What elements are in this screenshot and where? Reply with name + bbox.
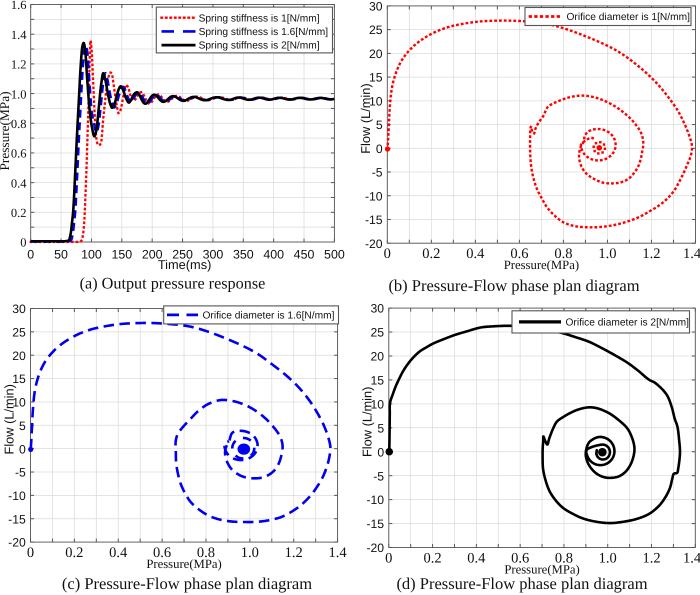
svg-text:1.0: 1.0: [11, 87, 27, 101]
svg-text:-15: -15: [366, 517, 384, 531]
svg-text:0.8: 0.8: [554, 246, 572, 262]
svg-text:1.2: 1.2: [285, 545, 303, 561]
svg-text:-15: -15: [8, 512, 26, 526]
svg-text:Pressure(MPa): Pressure(MPa): [0, 91, 12, 170]
svg-text:5: 5: [377, 421, 384, 435]
svg-text:25: 25: [371, 326, 385, 340]
svg-text:20: 20: [12, 349, 26, 363]
svg-text:-15: -15: [365, 213, 383, 227]
svg-text:30: 30: [369, 0, 383, 14]
svg-text:0: 0: [20, 236, 26, 250]
svg-text:Orifice diameter is 1.6[N/mm]: Orifice diameter is 1.6[N/mm]: [203, 311, 335, 322]
svg-text:1.4: 1.4: [683, 246, 700, 262]
svg-text:0.4: 0.4: [466, 246, 485, 262]
svg-text:0.4: 0.4: [109, 545, 128, 561]
svg-text:1.0: 1.0: [241, 545, 259, 561]
svg-text:10: 10: [369, 94, 383, 108]
svg-text:-20: -20: [8, 536, 26, 550]
svg-text:100: 100: [81, 248, 102, 262]
svg-text:1.6: 1.6: [11, 0, 27, 12]
svg-text:(a) Output pressure response: (a) Output pressure response: [80, 274, 266, 292]
svg-text:Time(ms): Time(ms): [158, 257, 212, 272]
svg-text:(b) Pressure-Flow phase plan d: (b) Pressure-Flow phase plan diagram: [388, 276, 639, 295]
svg-text:0.6: 0.6: [511, 551, 529, 567]
svg-text:0: 0: [384, 246, 391, 262]
svg-text:450: 450: [294, 248, 315, 262]
svg-text:-10: -10: [365, 189, 383, 203]
svg-text:15: 15: [371, 374, 385, 388]
svg-text:0.4: 0.4: [467, 551, 486, 567]
svg-text:0: 0: [377, 445, 384, 459]
svg-text:30: 30: [12, 302, 26, 316]
svg-text:0.8: 0.8: [555, 551, 573, 567]
svg-text:1.2: 1.2: [11, 58, 27, 72]
svg-text:Spring stiffness is 2[N/mm]: Spring stiffness is 2[N/mm]: [199, 41, 320, 52]
svg-text:0.8: 0.8: [11, 117, 27, 131]
svg-text:300: 300: [203, 248, 224, 262]
svg-text:25: 25: [369, 23, 383, 37]
svg-text:10: 10: [371, 397, 385, 411]
svg-text:-5: -5: [373, 469, 384, 483]
svg-text:0.4: 0.4: [11, 176, 27, 190]
svg-text:20: 20: [369, 47, 383, 61]
svg-text:0.8: 0.8: [197, 545, 215, 561]
svg-text:0: 0: [376, 142, 383, 156]
svg-text:25: 25: [12, 325, 26, 339]
svg-text:50: 50: [54, 248, 68, 262]
svg-text:250: 250: [172, 248, 193, 262]
svg-text:5: 5: [19, 419, 26, 433]
svg-text:-10: -10: [8, 489, 26, 503]
svg-text:Flow (L/min): Flow (L/min): [360, 387, 375, 457]
svg-text:1.2: 1.2: [642, 246, 660, 262]
svg-text:(c) Pressure-Flow phase plan d: (c) Pressure-Flow phase plan diagram: [62, 574, 312, 593]
svg-text:500: 500: [324, 248, 345, 262]
svg-text:0.2: 0.2: [424, 551, 442, 567]
svg-text:20: 20: [371, 350, 385, 364]
svg-text:0.6: 0.6: [153, 545, 171, 561]
svg-text:Orifice diameter is 2[N/mm]: Orifice diameter is 2[N/mm]: [566, 318, 690, 329]
svg-text:Spring stiffness is 1[N/mm]: Spring stiffness is 1[N/mm]: [199, 13, 320, 24]
svg-text:0.2: 0.2: [65, 545, 83, 561]
svg-text:0.6: 0.6: [510, 246, 528, 262]
svg-text:200: 200: [142, 248, 163, 262]
svg-text:Pressure(MPa): Pressure(MPa): [504, 562, 579, 576]
svg-text:0.2: 0.2: [422, 246, 440, 262]
svg-text:Pressure(MPa): Pressure(MPa): [504, 258, 579, 272]
svg-text:15: 15: [369, 71, 383, 85]
svg-text:30: 30: [371, 302, 385, 316]
svg-text:0.6: 0.6: [11, 147, 27, 161]
svg-text:-20: -20: [365, 237, 383, 251]
svg-text:Pressure(MPa): Pressure(MPa): [146, 557, 221, 571]
svg-text:(d) Pressure-Flow phase plan d: (d) Pressure-Flow phase plan diagram: [396, 574, 647, 593]
svg-text:1.0: 1.0: [598, 246, 616, 262]
svg-text:0: 0: [27, 248, 34, 262]
svg-text:Flow (L/min): Flow (L/min): [358, 83, 373, 153]
svg-text:Flow (L/min): Flow (L/min): [1, 384, 16, 454]
svg-text:0: 0: [385, 551, 392, 567]
svg-text:Spring stiffness is 1.6[N/mm]: Spring stiffness is 1.6[N/mm]: [199, 27, 329, 38]
svg-text:1.4: 1.4: [683, 551, 700, 567]
svg-text:-5: -5: [15, 466, 26, 480]
svg-text:-20: -20: [366, 541, 384, 555]
svg-text:15: 15: [12, 372, 26, 386]
svg-text:10: 10: [12, 396, 26, 410]
svg-text:400: 400: [263, 248, 284, 262]
svg-text:1.2: 1.2: [642, 551, 660, 567]
svg-text:-5: -5: [372, 166, 383, 180]
svg-text:150: 150: [111, 248, 132, 262]
svg-text:350: 350: [233, 248, 254, 262]
svg-text:5: 5: [376, 118, 383, 132]
svg-text:Orifice diameter is 1[N/mm]: Orifice diameter is 1[N/mm]: [567, 12, 691, 23]
svg-text:1.4: 1.4: [329, 545, 348, 561]
svg-text:0.2: 0.2: [11, 206, 27, 220]
svg-text:-10: -10: [366, 493, 384, 507]
svg-text:0: 0: [19, 442, 26, 456]
svg-text:1.0: 1.0: [599, 551, 617, 567]
svg-text:0: 0: [27, 545, 34, 561]
svg-text:1.4: 1.4: [11, 28, 27, 42]
